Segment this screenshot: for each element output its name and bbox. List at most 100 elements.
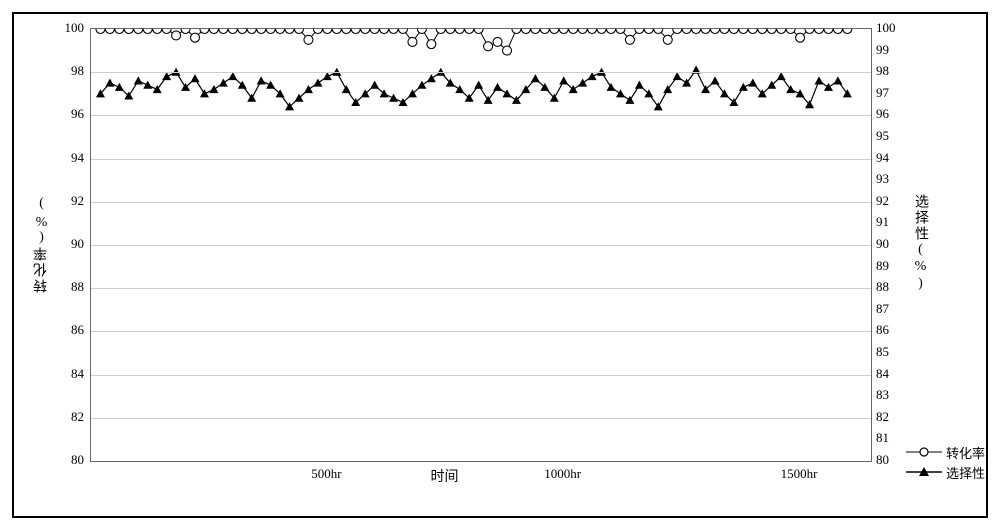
y-right-tick: 91 (876, 214, 889, 230)
marker-triangle (474, 81, 483, 89)
marker-circle (805, 29, 814, 34)
marker-triangle (607, 83, 616, 91)
y-right-tick: 100 (876, 20, 896, 36)
marker-circle (493, 37, 502, 46)
marker-circle (824, 29, 833, 34)
marker-triangle (503, 89, 512, 97)
marker-circle (748, 29, 757, 34)
marker-circle (115, 29, 124, 34)
marker-triangle (143, 81, 152, 89)
marker-triangle (663, 85, 672, 93)
marker-triangle (313, 79, 322, 87)
y-left-tick: 94 (50, 150, 84, 166)
marker-triangle (209, 85, 218, 93)
marker-triangle (786, 85, 795, 93)
marker-triangle (115, 83, 124, 91)
marker-circle (276, 29, 285, 34)
marker-triangle (342, 85, 351, 93)
marker-triangle (257, 76, 266, 84)
marker-circle (446, 29, 455, 34)
marker-circle (701, 29, 710, 34)
marker-circle (720, 29, 729, 34)
marker-circle (625, 35, 634, 44)
gridline (91, 375, 871, 376)
marker-triangle (427, 74, 436, 82)
marker-circle (777, 29, 786, 34)
x-tick: 500hr (311, 466, 341, 482)
marker-circle (266, 29, 275, 34)
marker-circle (540, 29, 549, 34)
x-tick: 1500hr (781, 466, 818, 482)
circle-open-icon (906, 444, 942, 460)
marker-circle (247, 29, 256, 34)
legend-item-conversion: 转化率 (906, 442, 985, 462)
triangle-filled-icon (906, 464, 942, 480)
marker-circle (361, 29, 370, 34)
marker-circle (559, 29, 568, 34)
marker-circle (692, 29, 701, 34)
gridline (91, 288, 871, 289)
marker-triangle (531, 74, 540, 82)
y-right-tick: 87 (876, 301, 889, 317)
marker-circle (635, 29, 644, 34)
legend-label: 选择性 (946, 463, 985, 482)
marker-triangle (588, 72, 597, 80)
marker-circle (465, 29, 474, 34)
legend: 转化率 选择性 (906, 442, 985, 482)
y-right-tick: 94 (876, 150, 889, 166)
marker-triangle (493, 83, 502, 91)
y-right-tick: 92 (876, 193, 889, 209)
marker-triangle (484, 96, 493, 104)
marker-circle (503, 46, 512, 55)
marker-circle (767, 29, 776, 34)
y-right-tick: 93 (876, 171, 889, 187)
marker-triangle (682, 79, 691, 87)
gridline (91, 202, 871, 203)
marker-circle (616, 29, 625, 34)
y-left-tick: 84 (50, 366, 84, 382)
marker-triangle (654, 102, 663, 110)
marker-circle (644, 29, 653, 34)
marker-triangle (266, 81, 275, 89)
y-right-tick: 98 (876, 63, 889, 79)
gridline (91, 159, 871, 160)
marker-triangle (389, 94, 398, 102)
marker-circle (332, 29, 341, 34)
marker-triangle (191, 74, 200, 82)
marker-circle (313, 29, 322, 34)
marker-circle (257, 29, 266, 34)
marker-circle (815, 29, 824, 34)
marker-triangle (824, 83, 833, 91)
legend-label: 转化率 (946, 443, 985, 462)
marker-triangle (796, 89, 805, 97)
marker-circle (219, 29, 228, 34)
marker-circle (569, 29, 578, 34)
gridline (91, 72, 871, 73)
y-left-tick: 92 (50, 193, 84, 209)
y-right-tick: 97 (876, 85, 889, 101)
marker-triangle (162, 72, 171, 80)
marker-triangle (559, 76, 568, 84)
marker-circle (342, 29, 351, 34)
marker-circle (295, 29, 304, 34)
y-left-tick: 100 (50, 20, 84, 36)
y-right-tick: 85 (876, 344, 889, 360)
y-right-tick: 84 (876, 366, 889, 382)
marker-triangle (455, 85, 464, 93)
marker-triangle (228, 72, 237, 80)
marker-circle (181, 29, 190, 34)
marker-triangle (105, 79, 114, 87)
marker-circle (389, 29, 398, 34)
marker-circle (143, 29, 152, 34)
y-left-tick: 98 (50, 63, 84, 79)
marker-circle (172, 31, 181, 40)
marker-triangle (134, 76, 143, 84)
y-right-tick: 86 (876, 322, 889, 338)
marker-triangle (739, 83, 748, 91)
marker-circle (228, 29, 237, 34)
marker-triangle (417, 81, 426, 89)
plot-area (90, 28, 872, 462)
marker-triangle (777, 72, 786, 80)
marker-triangle (673, 72, 682, 80)
marker-circle (607, 29, 616, 34)
